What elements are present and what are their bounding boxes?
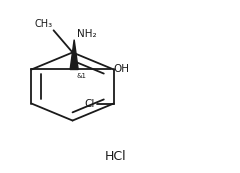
Text: HCl: HCl [104,150,126,163]
Text: OH: OH [113,65,129,75]
Polygon shape [70,40,78,70]
Text: NH₂: NH₂ [77,29,97,39]
Text: &1: &1 [77,72,87,79]
Text: CH₃: CH₃ [34,20,52,29]
Text: Cl: Cl [85,98,95,108]
